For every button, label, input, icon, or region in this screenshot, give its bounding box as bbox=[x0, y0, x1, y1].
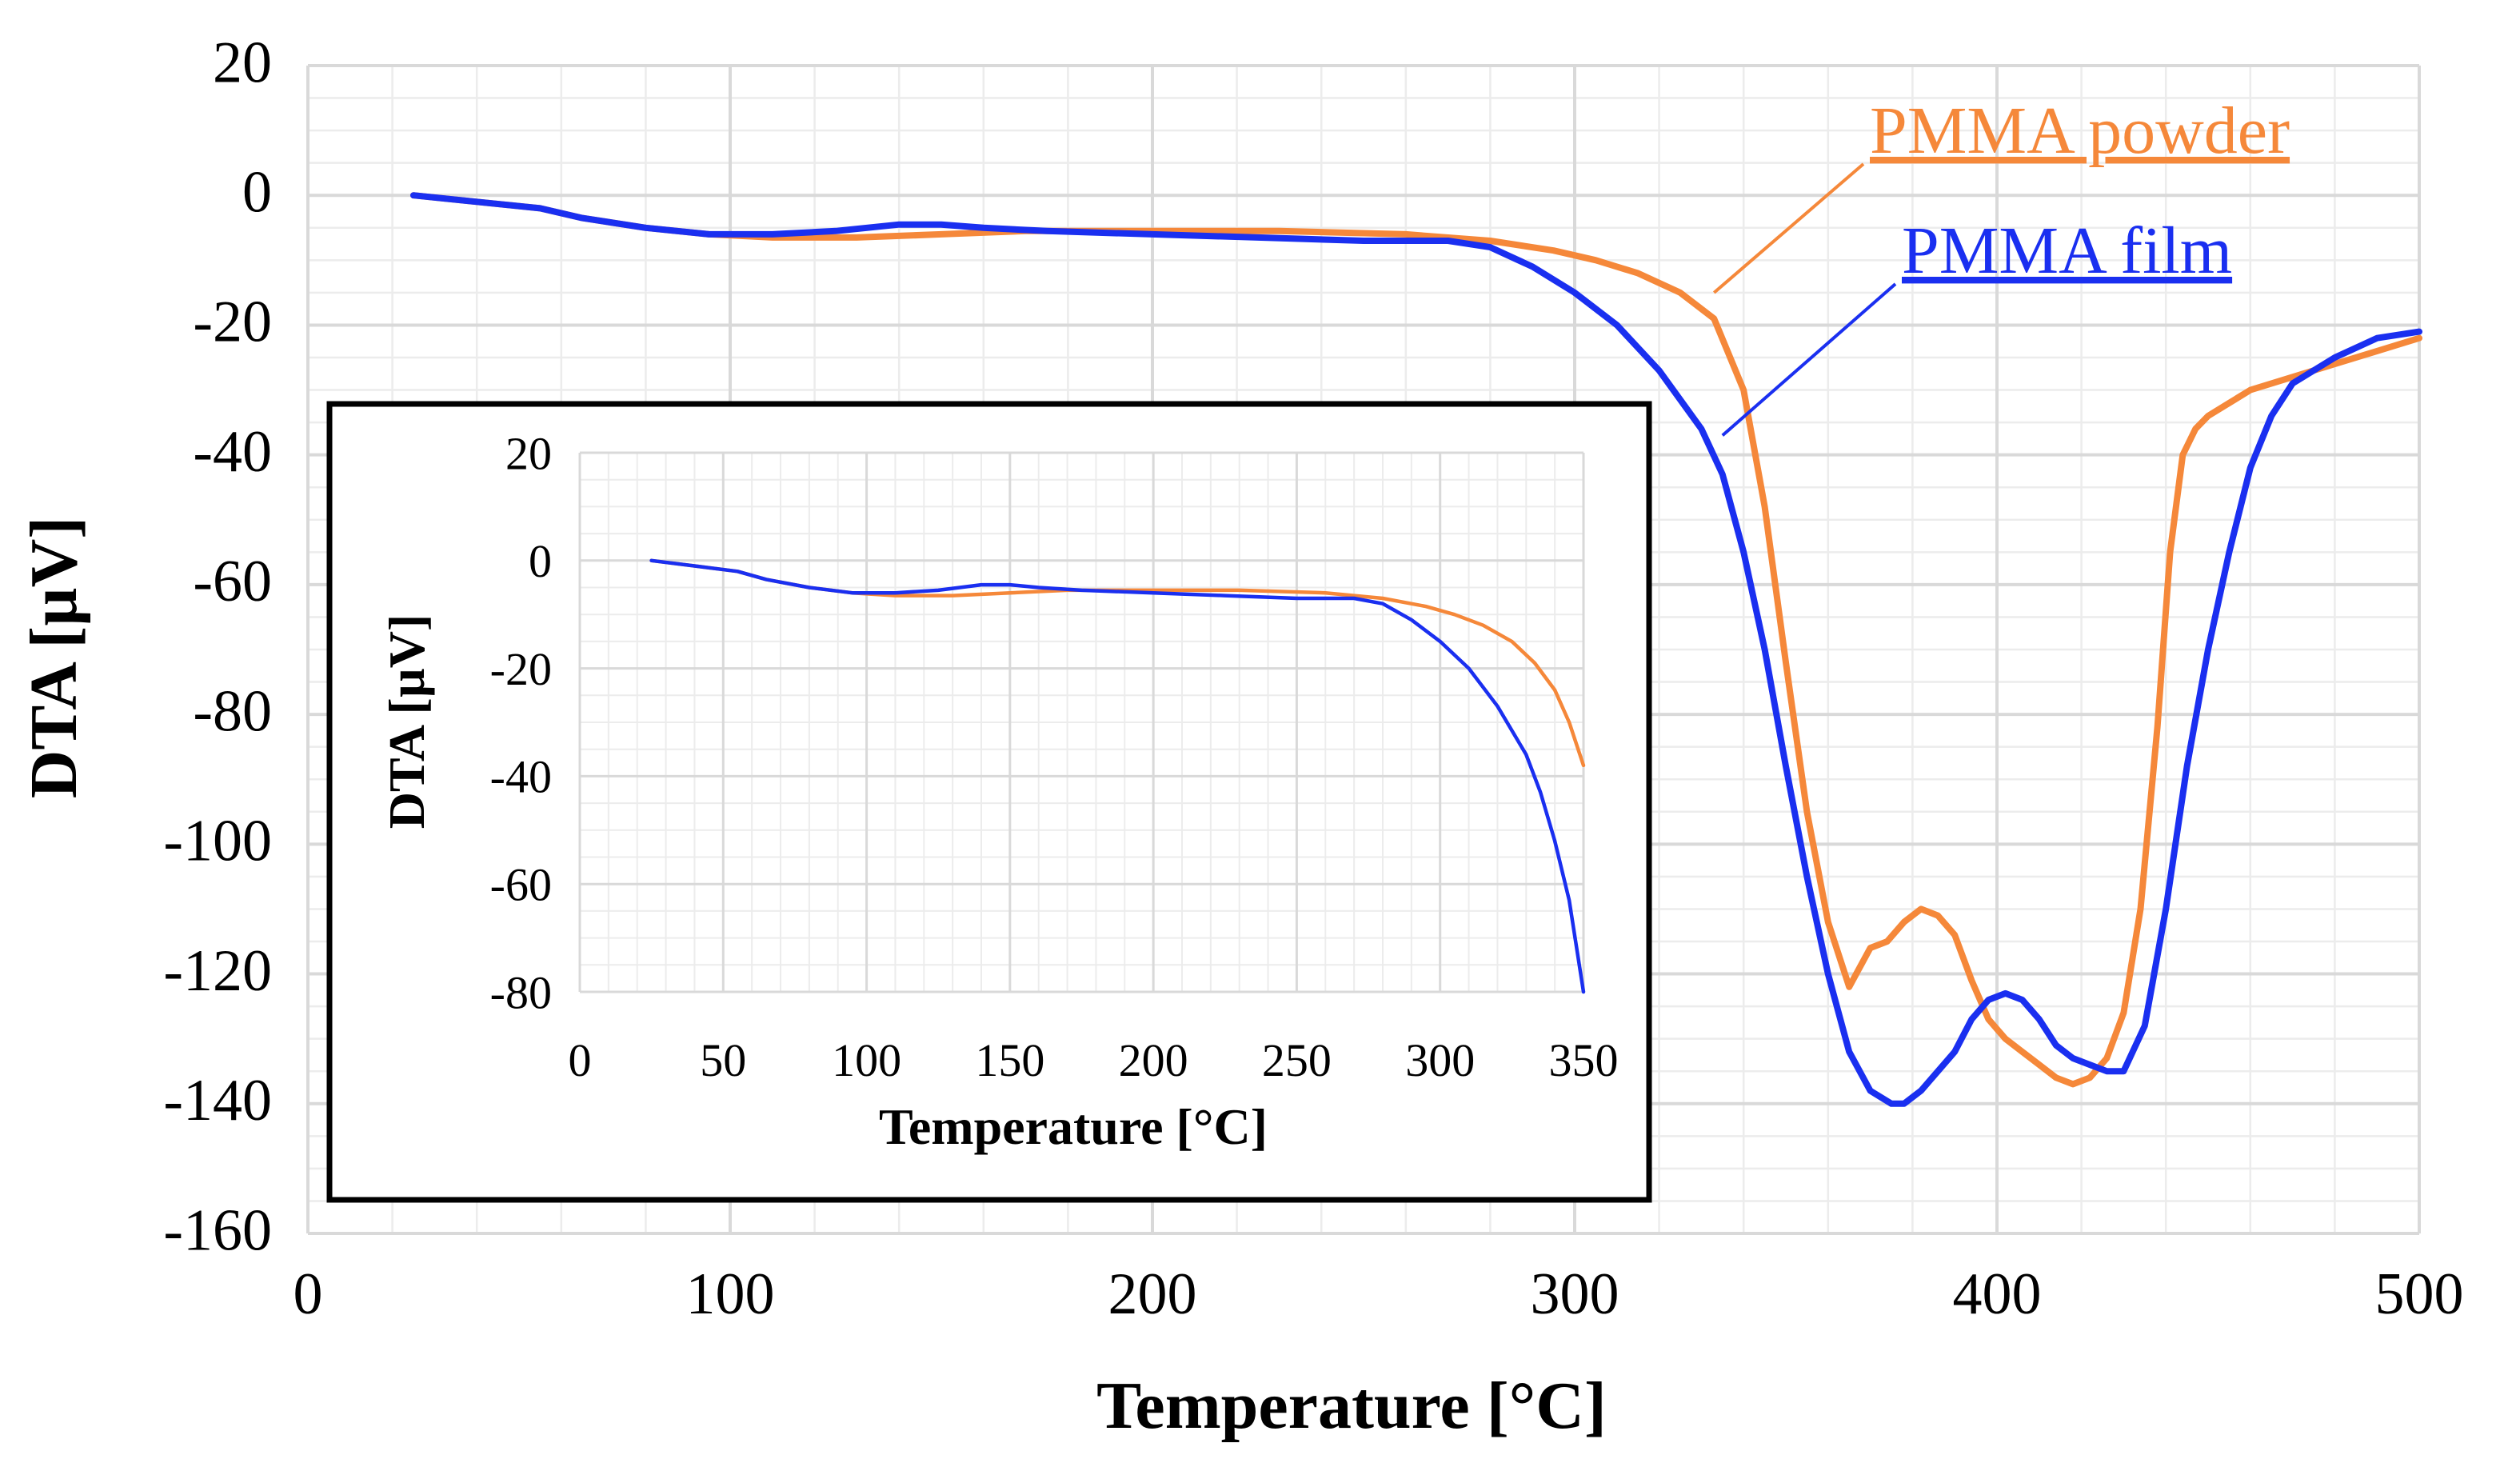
main-annotations: PMMA powder PMMA film bbox=[1712, 94, 2290, 437]
main-x-tick-label: 100 bbox=[686, 1261, 775, 1327]
inset-grid bbox=[578, 451, 1585, 993]
inset-y-axis-title: DTA [µV] bbox=[378, 614, 435, 829]
main-y-axis-title: DTA [µV] bbox=[17, 517, 91, 799]
inset-x-tick-label: 50 bbox=[700, 1034, 746, 1086]
inset-frame bbox=[326, 401, 1652, 1203]
main-plot-area bbox=[410, 192, 2422, 1107]
inset-y-tick-label: -40 bbox=[490, 751, 552, 803]
main-y-tick-label: -40 bbox=[193, 419, 272, 485]
inset-y-tick-label: 20 bbox=[505, 427, 552, 479]
inset-plot-area bbox=[649, 558, 1586, 994]
inset-x-tick-label: 250 bbox=[1262, 1034, 1332, 1086]
main-x-tick-label: 300 bbox=[1531, 1261, 1619, 1327]
inset-x-tick-label: 300 bbox=[1405, 1034, 1475, 1086]
main-x-tick-label: 500 bbox=[2375, 1261, 2464, 1327]
inset-x-axis-title: Temperature [°C] bbox=[879, 1098, 1268, 1155]
main-x-axis-title: Temperature [°C] bbox=[1096, 1369, 1607, 1443]
annotation-leader-pmma-powder bbox=[1712, 162, 1865, 294]
main-y-tick-label: -80 bbox=[193, 678, 272, 744]
inset-series-pmma-film bbox=[649, 558, 1586, 994]
main-series-pmma-film bbox=[410, 192, 2422, 1107]
main-x-tick-label: 400 bbox=[1953, 1261, 2042, 1327]
main-series-pmma-powder bbox=[410, 192, 2422, 1088]
inset-x-tick-label: 100 bbox=[832, 1034, 901, 1086]
inset-y-tick-label: -80 bbox=[490, 966, 552, 1018]
main-y-tick-label: -60 bbox=[193, 549, 272, 614]
main-tick-labels: 0 100 200 300 400 500200-20-40-60-80-100-120-… bbox=[163, 30, 2463, 1327]
main-y-tick-label: 20 bbox=[213, 30, 272, 95]
main-x-tick-label: 0 bbox=[294, 1261, 323, 1327]
inset-y-tick-label: 0 bbox=[529, 535, 552, 587]
inset-x-tick-label: 150 bbox=[975, 1034, 1044, 1086]
inset-y-tick-label: -60 bbox=[490, 859, 552, 911]
main-y-tick-label: -140 bbox=[163, 1068, 272, 1133]
main-y-tick-label: -100 bbox=[163, 809, 272, 874]
legend-label-pmma-powder: PMMA powder bbox=[1870, 94, 2290, 168]
inset-x-tick-label: 0 bbox=[569, 1034, 592, 1086]
main-x-tick-label: 200 bbox=[1108, 1261, 1197, 1327]
inset-y-tick-label: -20 bbox=[490, 643, 552, 695]
legend-label-pmma-film: PMMA film bbox=[1902, 214, 2232, 288]
main-y-tick-label: -20 bbox=[193, 290, 272, 355]
main-y-tick-label: 0 bbox=[242, 160, 272, 226]
main-y-tick-label: -120 bbox=[163, 938, 272, 1004]
annotation-leader-pmma-film bbox=[1721, 282, 1897, 437]
inset-x-tick-label: 350 bbox=[1549, 1034, 1619, 1086]
inset-x-tick-label: 200 bbox=[1119, 1034, 1188, 1086]
main-y-tick-label: -160 bbox=[163, 1197, 272, 1263]
